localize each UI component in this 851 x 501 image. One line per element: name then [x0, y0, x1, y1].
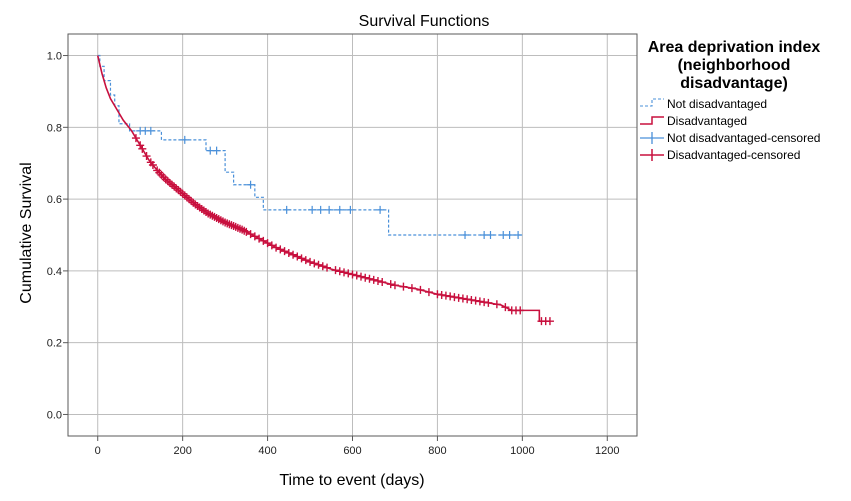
- censor-mark-disadvantaged: [336, 267, 344, 275]
- censor-mark-disadvantaged: [446, 292, 454, 300]
- chart-title: Survival Functions: [359, 13, 490, 30]
- x-tick-label: 600: [343, 445, 361, 457]
- censor-mark-disadvantaged: [285, 249, 293, 257]
- series-line-not-disadvantaged: [98, 56, 523, 235]
- legend-symbol-plus-blue: [640, 132, 664, 144]
- legend-item-disadvantaged: Disadvantaged: [640, 114, 747, 128]
- x-tick-label: 0: [95, 445, 101, 457]
- censor-mark-disadvantaged: [459, 295, 467, 303]
- censor-mark-disadvantaged: [480, 298, 488, 306]
- x-tick-label: 400: [258, 445, 276, 457]
- censor-mark-disadvantaged: [391, 281, 399, 289]
- legend-label-disadvantaged-censored: Disadvantaged-censored: [667, 148, 800, 162]
- x-tick-label: 1000: [510, 445, 534, 457]
- legend-title-line-3: disadvantage): [680, 75, 788, 92]
- censor-mark-disadvantaged: [276, 245, 284, 253]
- censor-mark-not-disadvantaged: [336, 206, 344, 214]
- censor-mark-not-disadvantaged: [506, 231, 514, 239]
- censor-mark-disadvantaged: [408, 284, 416, 292]
- legend-item-not-disadvantaged-censored: Not disadvantaged-censored: [640, 131, 820, 145]
- censor-mark-not-disadvantaged: [283, 206, 291, 214]
- x-tick-label: 1200: [595, 445, 619, 457]
- censor-mark-disadvantaged: [472, 297, 480, 305]
- censor-mark-disadvantaged: [438, 291, 446, 299]
- censor-mark-disadvantaged: [143, 152, 151, 160]
- censor-mark-disadvantaged: [357, 273, 365, 281]
- y-tick-label: 0.2: [47, 338, 62, 350]
- legend-title-line-2: (neighborhood: [678, 57, 791, 74]
- censor-mark-disadvantaged: [425, 288, 433, 296]
- x-tick-label: 200: [173, 445, 191, 457]
- legend-item-disadvantaged-censored: Disadvantaged-censored: [640, 148, 800, 162]
- censor-mark-disadvantaged: [319, 262, 327, 270]
- censor-mark-not-disadvantaged: [308, 206, 316, 214]
- legend-symbol-solid-step: [640, 117, 664, 124]
- censor-mark-disadvantaged: [306, 258, 314, 266]
- censor-mark-disadvantaged: [516, 306, 524, 314]
- y-tick-label: 0.0: [47, 409, 62, 421]
- censor-mark-disadvantaged: [433, 290, 441, 298]
- censor-mark-disadvantaged: [289, 251, 297, 259]
- censor-mark-not-disadvantaged: [147, 127, 155, 135]
- legend-symbol-dashed-step: [640, 99, 664, 106]
- plot-area: 0 200 400 600 800 1000 1200 0.0 0.2 0.4 0.6 0.8 1.0: [47, 34, 637, 457]
- y-tick-label: 0.4: [47, 266, 62, 278]
- censor-mark-not-disadvantaged: [213, 147, 221, 155]
- censor-mark-disadvantaged: [493, 300, 501, 308]
- censor-mark-not-disadvantaged: [325, 206, 333, 214]
- legend-label-disadvantaged: Disadvantaged: [667, 114, 747, 128]
- censor-mark-disadvantaged: [353, 272, 361, 280]
- legend-label-not-disadvantaged-censored: Not disadvantaged-censored: [667, 131, 820, 145]
- censor-mark-not-disadvantaged: [461, 231, 469, 239]
- censor-mark-not-disadvantaged: [247, 181, 255, 189]
- censor-mark-disadvantaged: [378, 278, 386, 286]
- y-tick-label: 0.8: [47, 122, 62, 134]
- legend-item-not-disadvantaged: Not disadvantaged: [640, 97, 767, 111]
- censor-mark-disadvantaged: [450, 293, 458, 301]
- series-line-disadvantaged: [98, 56, 550, 322]
- censor-mark-disadvantaged: [340, 268, 348, 276]
- x-tick-label: 800: [428, 445, 446, 457]
- censor-mark-not-disadvantaged: [181, 136, 189, 144]
- censor-mark-disadvantaged: [416, 286, 424, 294]
- censor-mark-disadvantaged: [310, 259, 318, 267]
- censor-mark-disadvantaged: [281, 247, 289, 255]
- y-tick-label: 1.0: [47, 51, 62, 63]
- censor-mark-disadvantaged: [442, 292, 450, 300]
- censor-mark-not-disadvantaged: [346, 206, 354, 214]
- legend-label-not-disadvantaged: Not disadvantaged: [667, 97, 767, 111]
- legend: Area deprivation index (neighborhood dis…: [640, 39, 820, 162]
- censor-mark-disadvantaged: [332, 266, 340, 274]
- censor-mark-not-disadvantaged: [317, 206, 325, 214]
- censor-mark-disadvantaged: [463, 295, 471, 303]
- censor-mark-disadvantaged: [132, 134, 140, 142]
- y-tick-label: 0.6: [47, 194, 62, 206]
- y-axis-label: Cumulative Survival: [18, 162, 35, 303]
- censor-mark-not-disadvantaged: [487, 231, 495, 239]
- x-axis-label: Time to event (days): [279, 472, 424, 489]
- censor-mark-disadvantaged: [484, 299, 492, 307]
- censor-mark-disadvantaged: [365, 275, 373, 283]
- censor-mark-disadvantaged: [315, 261, 323, 269]
- censor-mark-disadvantaged: [293, 253, 301, 261]
- censor-mark-disadvantaged: [387, 280, 395, 288]
- censor-mark-disadvantaged: [399, 283, 407, 291]
- censor-mark-not-disadvantaged: [514, 231, 522, 239]
- censor-mark-disadvantaged: [370, 276, 378, 284]
- censor-mark-disadvantaged: [349, 270, 357, 278]
- censor-mark-disadvantaged: [546, 317, 554, 325]
- censor-mark-disadvantaged: [467, 296, 475, 304]
- censor-mark-disadvantaged: [302, 256, 310, 264]
- survival-chart: Survival Functions 0 200 400 600 800 1000 1200…: [0, 0, 851, 501]
- censor-mark-disadvantaged: [298, 254, 306, 262]
- legend-title-line-1: Area deprivation index: [648, 39, 821, 56]
- censor-mark-not-disadvantaged: [376, 206, 384, 214]
- censor-mark-disadvantaged: [374, 277, 382, 285]
- legend-symbol-plus-red: [640, 149, 664, 161]
- censor-mark-disadvantaged: [476, 297, 484, 305]
- censor-mark-disadvantaged: [361, 274, 369, 282]
- censor-mark-disadvantaged: [455, 294, 463, 302]
